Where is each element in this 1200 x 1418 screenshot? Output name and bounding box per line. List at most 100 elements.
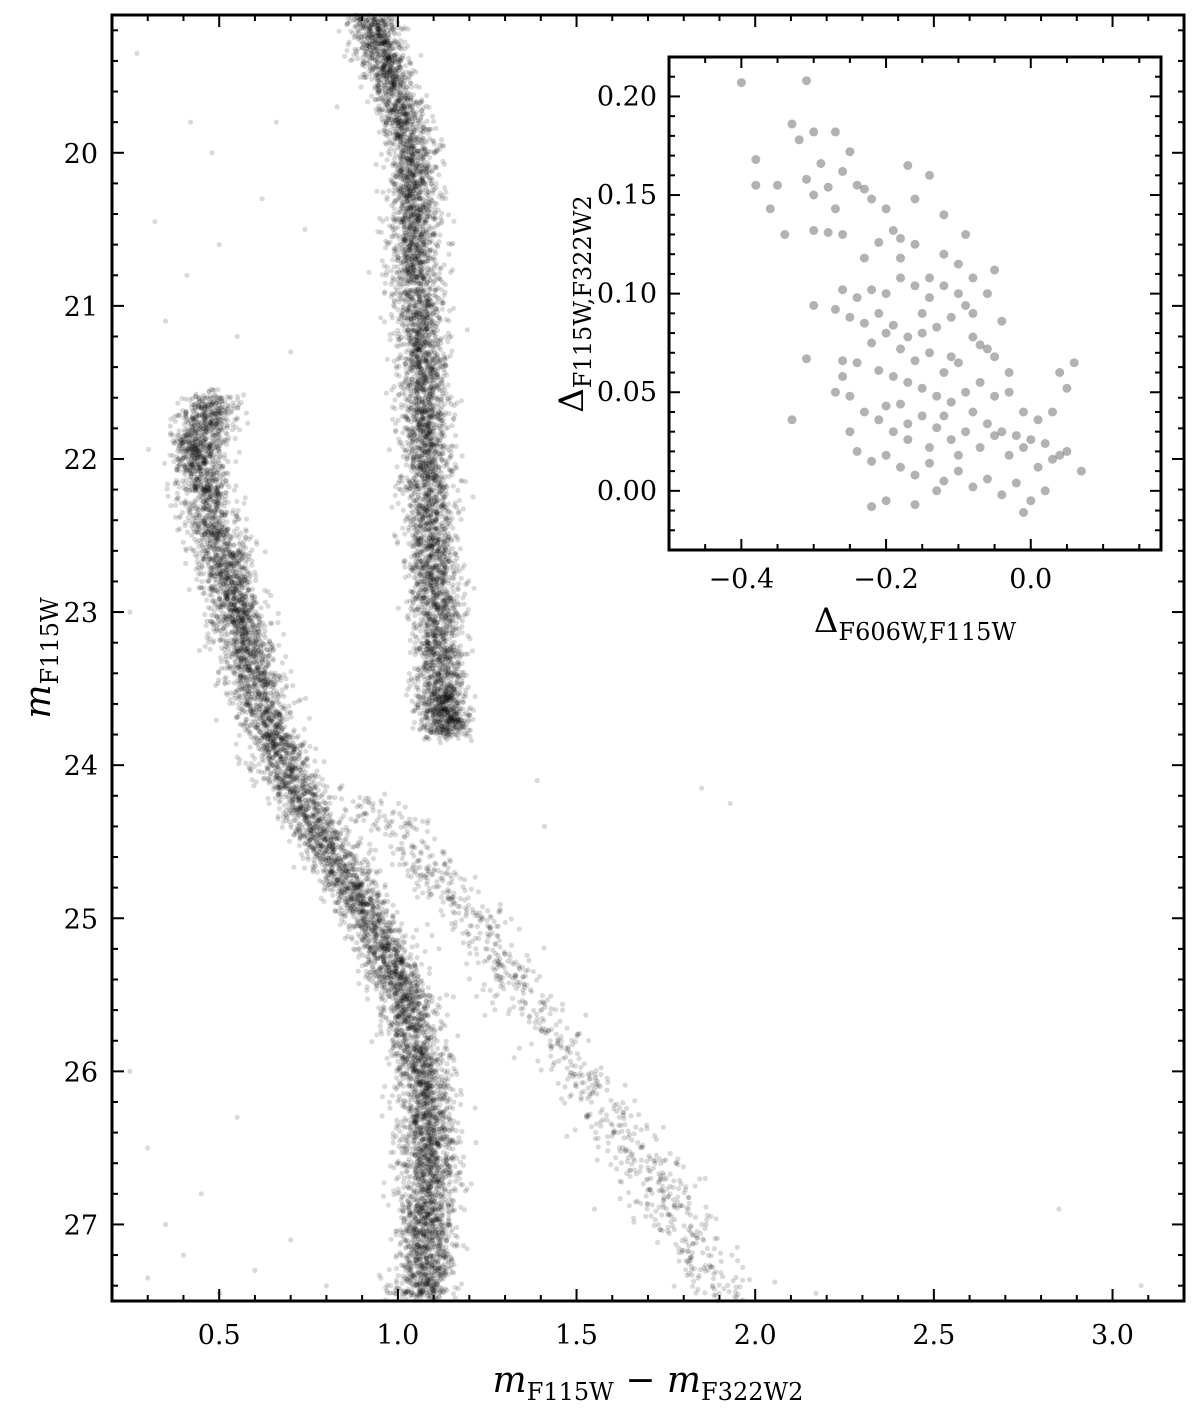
main-data-point bbox=[411, 268, 417, 274]
main-data-point bbox=[420, 530, 427, 537]
main-data-point bbox=[412, 406, 418, 412]
main-data-point bbox=[418, 163, 424, 169]
main-data-point bbox=[395, 171, 401, 177]
main-data-point bbox=[432, 562, 438, 568]
main-data-point bbox=[414, 311, 420, 317]
main-data-point bbox=[433, 702, 440, 708]
main-data-point bbox=[426, 736, 432, 742]
main-data-point bbox=[411, 719, 418, 726]
main-data-point bbox=[411, 498, 418, 504]
main-data-point bbox=[429, 576, 435, 582]
main-data-point bbox=[422, 308, 428, 314]
main-data-point bbox=[417, 344, 423, 350]
main-data-point bbox=[426, 286, 433, 293]
main-data-point bbox=[395, 605, 401, 611]
main-data-point bbox=[451, 647, 457, 654]
main-data-point bbox=[429, 435, 435, 441]
main-data-point bbox=[397, 134, 403, 140]
main-data-point bbox=[420, 200, 426, 207]
main-data-point bbox=[391, 84, 398, 90]
main-data-point bbox=[408, 337, 414, 343]
main-data-point bbox=[430, 565, 436, 571]
main-data-point bbox=[380, 189, 386, 195]
main-data-point bbox=[459, 453, 465, 459]
main-data-point bbox=[405, 327, 411, 333]
main-data-point bbox=[406, 146, 412, 152]
main-data-point bbox=[417, 347, 423, 353]
main-data-point bbox=[428, 605, 434, 611]
main-data-point bbox=[381, 263, 387, 269]
main-data-point bbox=[432, 595, 438, 601]
main-data-point bbox=[391, 245, 397, 251]
main-data-point bbox=[402, 105, 408, 111]
main-data-point bbox=[385, 49, 391, 55]
main-data-point bbox=[437, 700, 443, 706]
main-data-point bbox=[423, 589, 429, 595]
main-data-point bbox=[388, 268, 394, 274]
main-data-point bbox=[400, 80, 406, 86]
main-data-point bbox=[426, 399, 432, 406]
main-data-point bbox=[413, 701, 419, 707]
main-data-point bbox=[434, 509, 440, 515]
main-data-point bbox=[456, 682, 462, 688]
main-data-point bbox=[413, 196, 419, 202]
main-data-point bbox=[439, 306, 445, 312]
main-data-point bbox=[422, 513, 428, 519]
main-data-point bbox=[419, 175, 425, 182]
main-data-point bbox=[419, 187, 425, 193]
main-data-point bbox=[420, 423, 426, 429]
main-data-point bbox=[434, 372, 440, 378]
main-data-point bbox=[400, 237, 406, 243]
main-data-point bbox=[445, 382, 451, 388]
main-data-point bbox=[442, 547, 448, 553]
main-data-point bbox=[422, 443, 429, 449]
main-data-point bbox=[457, 643, 463, 649]
main-data-point bbox=[461, 562, 467, 568]
main-data-point bbox=[432, 287, 438, 293]
main-data-point bbox=[444, 372, 450, 378]
main-data-point bbox=[460, 724, 466, 730]
main-data-point bbox=[409, 698, 415, 704]
main-data-point bbox=[446, 726, 452, 732]
main-data-point bbox=[439, 630, 445, 637]
main-data-point bbox=[396, 392, 402, 398]
main-data-point bbox=[414, 164, 420, 170]
main-data-point bbox=[397, 111, 403, 118]
main-data-point bbox=[427, 353, 433, 359]
main-data-point bbox=[412, 226, 418, 232]
main-data-point bbox=[400, 187, 406, 193]
main-data-point bbox=[460, 699, 466, 705]
main-data-point bbox=[416, 502, 422, 508]
main-data-point bbox=[418, 250, 425, 256]
main-data-point bbox=[443, 533, 449, 539]
main-data-point bbox=[434, 619, 440, 626]
main-data-point bbox=[415, 566, 421, 573]
main-data-point bbox=[399, 111, 405, 117]
main-data-point bbox=[450, 483, 456, 489]
main-data-point bbox=[432, 633, 439, 639]
main-data-point bbox=[369, 32, 375, 38]
main-data-point bbox=[430, 401, 437, 407]
main-data-point bbox=[448, 565, 454, 571]
main-data-point bbox=[406, 616, 412, 623]
main-data-point bbox=[384, 75, 390, 81]
main-data-point bbox=[455, 716, 461, 722]
main-data-point bbox=[429, 675, 435, 681]
main-data-point bbox=[427, 564, 433, 570]
main-data-point bbox=[450, 240, 456, 246]
main-data-point bbox=[413, 437, 419, 443]
main-data-point bbox=[447, 453, 453, 460]
main-data-point bbox=[410, 436, 417, 443]
main-data-point bbox=[422, 409, 428, 415]
main-data-point bbox=[377, 107, 383, 113]
main-data-point bbox=[446, 251, 452, 257]
main-data-point bbox=[431, 118, 437, 124]
main-data-point bbox=[441, 351, 447, 357]
main-data-point bbox=[434, 309, 441, 315]
main-data-point bbox=[398, 159, 404, 166]
main-data-point bbox=[438, 716, 444, 722]
main-data-point bbox=[381, 16, 387, 22]
main-data-point bbox=[439, 559, 445, 565]
main-data-point bbox=[438, 377, 444, 384]
main-data-point bbox=[433, 628, 439, 634]
